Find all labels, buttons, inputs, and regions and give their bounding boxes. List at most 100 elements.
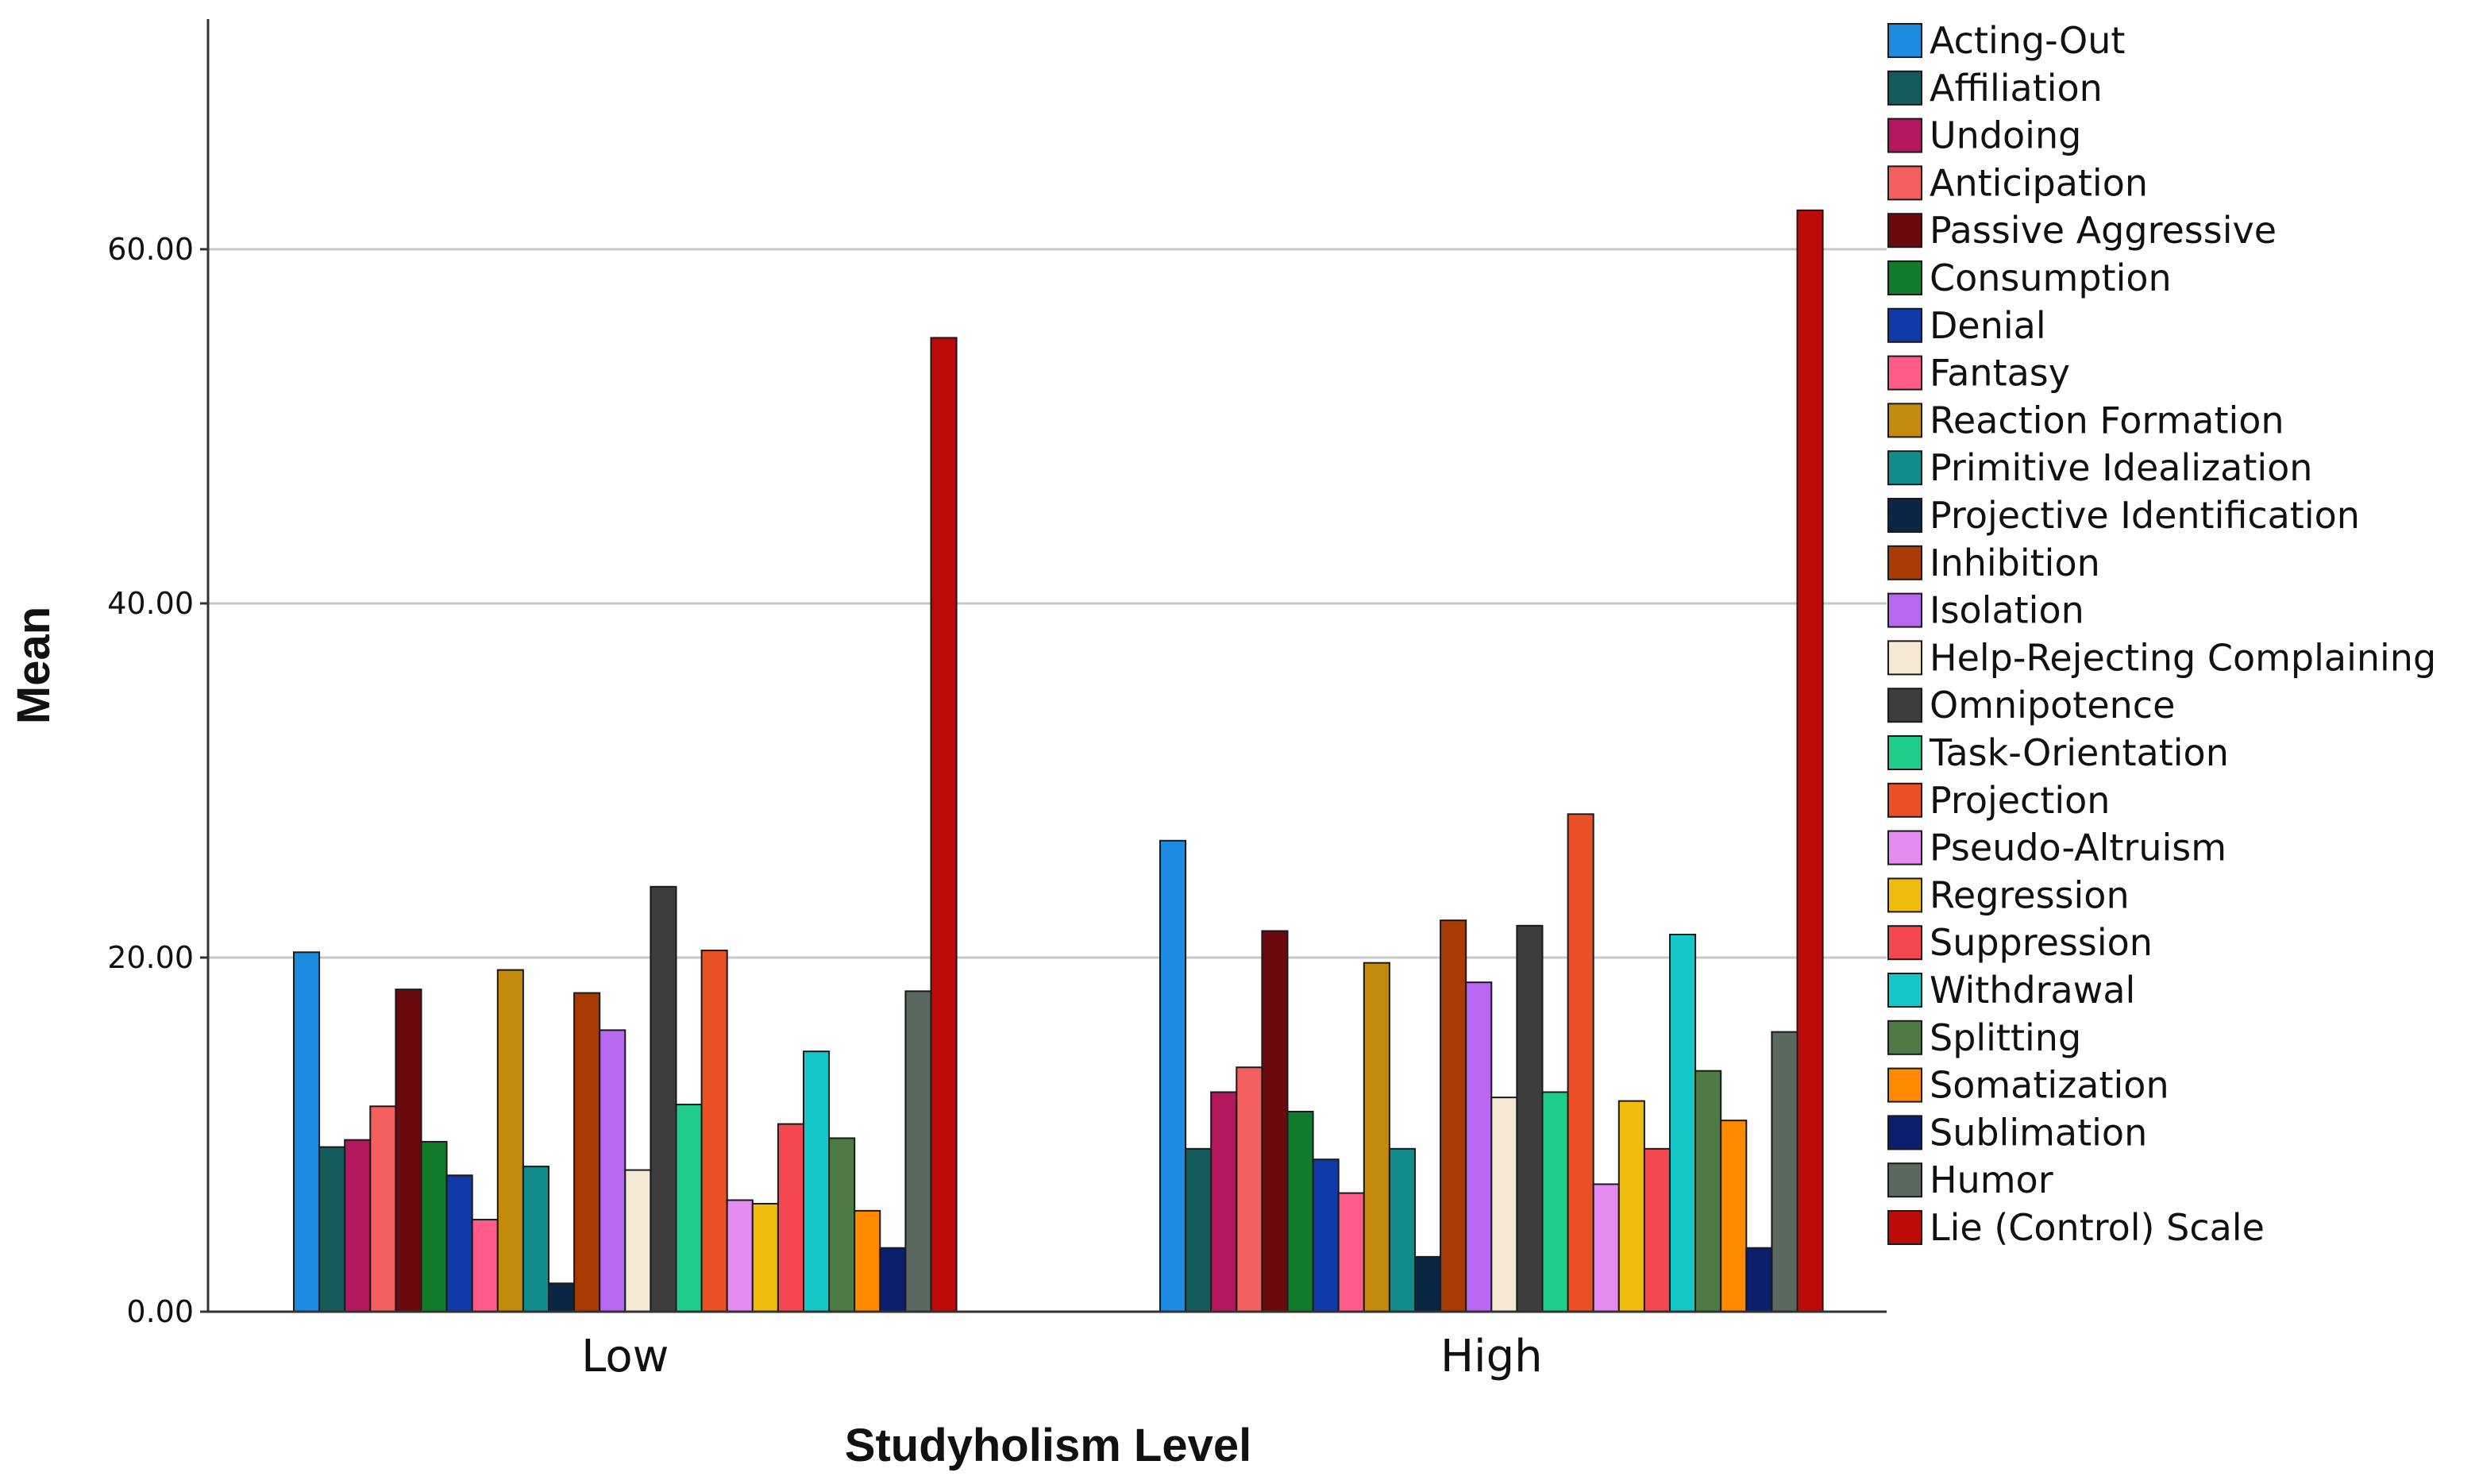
legend-label: Fantasy <box>1930 352 2070 395</box>
legend-swatch <box>1887 1020 1922 1055</box>
legend-label: Passive Aggressive <box>1930 209 2277 252</box>
bar-low-sublimation <box>879 1247 907 1313</box>
bar-low-affiliation <box>318 1146 346 1313</box>
legend-swatch <box>1887 450 1922 486</box>
bar-high-consumption <box>1286 1110 1314 1312</box>
legend-swatch <box>1887 688 1922 723</box>
bar-low-undoing <box>344 1139 372 1313</box>
bar-low-humor <box>904 990 932 1312</box>
bar-low-anticipation <box>369 1105 397 1312</box>
legend-label: Inhibition <box>1930 542 2100 584</box>
legend-label: Suppression <box>1930 921 2153 964</box>
legend-label: Anticipation <box>1930 161 2148 204</box>
x-axis-title: Studyholism Level <box>845 1420 1251 1471</box>
bar-high-affiliation <box>1185 1147 1213 1312</box>
bar-low-passive-aggressive <box>395 989 422 1313</box>
bar-high-anticipation <box>1236 1066 1263 1312</box>
legend-label: Denial <box>1930 304 2046 347</box>
bar-high-fantasy <box>1337 1192 1365 1312</box>
legend-label: Regression <box>1930 873 2130 916</box>
bar-high-regression <box>1617 1100 1645 1312</box>
bar-low-withdrawal <box>803 1050 831 1313</box>
bar-low-omnipotence <box>650 885 677 1312</box>
y-axis-title: Mean <box>8 607 60 724</box>
bar-high-pseudo-altruism <box>1592 1183 1620 1313</box>
bar-high-inhibition <box>1440 919 1467 1313</box>
bar-low-help-rejecting-complaining <box>624 1169 652 1312</box>
bar-high-isolation <box>1465 981 1493 1313</box>
bar-high-reaction-formation <box>1363 962 1390 1312</box>
legend-label: Help-Rejecting Complaining <box>1930 636 2436 679</box>
bar-high-task-orientation <box>1541 1091 1569 1312</box>
legend-label: Projection <box>1930 779 2110 822</box>
legend-swatch <box>1887 925 1922 961</box>
bar-high-humor <box>1771 1031 1799 1312</box>
axes <box>206 19 1887 1313</box>
bar-high-passive-aggressive <box>1261 930 1289 1312</box>
legend-label: Affiliation <box>1930 67 2103 110</box>
bar-high-splitting <box>1694 1070 1722 1313</box>
legend-swatch <box>1887 735 1922 770</box>
bar-high-help-rejecting-complaining <box>1490 1097 1518 1313</box>
bar-low-task-orientation <box>675 1104 703 1312</box>
legend-swatch <box>1887 165 1922 201</box>
legend-swatch <box>1887 498 1922 533</box>
y-tick-label: 60.00 <box>107 232 194 267</box>
legend-swatch <box>1887 1162 1922 1198</box>
legend: Acting-Out AffiliationUndoingAnticipation… <box>1887 19 2436 1249</box>
bar-high-lie-control-scale <box>1796 209 1824 1313</box>
category-label-high: High <box>1440 1331 1543 1382</box>
legend-swatch <box>1887 355 1922 391</box>
legend-label: Task-Orientation <box>1929 731 2229 774</box>
legend-label: Pseudo-Altruism <box>1930 827 2226 869</box>
y-tick-label: 20.00 <box>107 940 194 975</box>
legend-label: Somatization <box>1930 1064 2169 1107</box>
bar-low-somatization <box>854 1209 881 1313</box>
bar-high-undoing <box>1210 1091 1238 1312</box>
bar-high-somatization <box>1720 1120 1748 1313</box>
legend-swatch <box>1887 1210 1922 1245</box>
bar-low-reaction-formation <box>496 969 524 1313</box>
bar-high-projection <box>1567 813 1594 1313</box>
legend-swatch <box>1887 877 1922 913</box>
legend-swatch <box>1887 23 1922 58</box>
legend-swatch <box>1887 830 1922 865</box>
legend-swatch <box>1887 70 1922 106</box>
bar-high-acting-out <box>1159 839 1187 1312</box>
legend-swatch <box>1887 307 1922 343</box>
bar-high-suppression <box>1643 1147 1671 1312</box>
bar-low-projection <box>700 950 728 1312</box>
legend-label: Primitive Idealization <box>1930 446 2312 489</box>
bar-high-denial <box>1312 1158 1340 1313</box>
category-labels: Low High <box>581 1331 1543 1382</box>
legend-swatch <box>1887 118 1922 153</box>
bar-low-fantasy <box>471 1219 499 1312</box>
bar-high-primitive-idealization <box>1388 1147 1417 1312</box>
legend-label: Projective Identification <box>1930 494 2360 537</box>
legend-label: Splitting <box>1930 1016 2081 1059</box>
legend-label: Omnipotence <box>1930 684 2175 727</box>
legend-label: Lie (Control) Scale <box>1930 1206 2265 1249</box>
legend-swatch <box>1887 1067 1922 1103</box>
legend-swatch <box>1887 1115 1922 1151</box>
bar-low-pseudo-altruism <box>726 1199 754 1312</box>
y-tick-label: 0.00 <box>126 1294 194 1329</box>
bar-high-sublimation <box>1745 1247 1773 1313</box>
legend-swatch <box>1887 213 1922 249</box>
legend-label: Withdrawal <box>1930 969 2135 1012</box>
legend-label: Isolation <box>1930 589 2084 632</box>
bar-low-projective-identification <box>548 1282 576 1312</box>
bar-low-lie-control-scale <box>930 337 958 1312</box>
legend-swatch <box>1887 260 1922 295</box>
bar-low-consumption <box>420 1140 448 1313</box>
legend-label: Reaction Formation <box>1930 399 2284 441</box>
bar-low-acting-out <box>293 951 321 1313</box>
bar-low-suppression <box>777 1123 805 1312</box>
legend-label: Acting-Out <box>1930 19 2125 62</box>
y-ticks: 0.00 20.00 40.00 60.00 <box>107 232 208 1329</box>
legend-label: Sublimation <box>1930 1111 2147 1154</box>
legend-label: Consumption <box>1930 256 2172 299</box>
legend-swatch <box>1887 403 1922 438</box>
